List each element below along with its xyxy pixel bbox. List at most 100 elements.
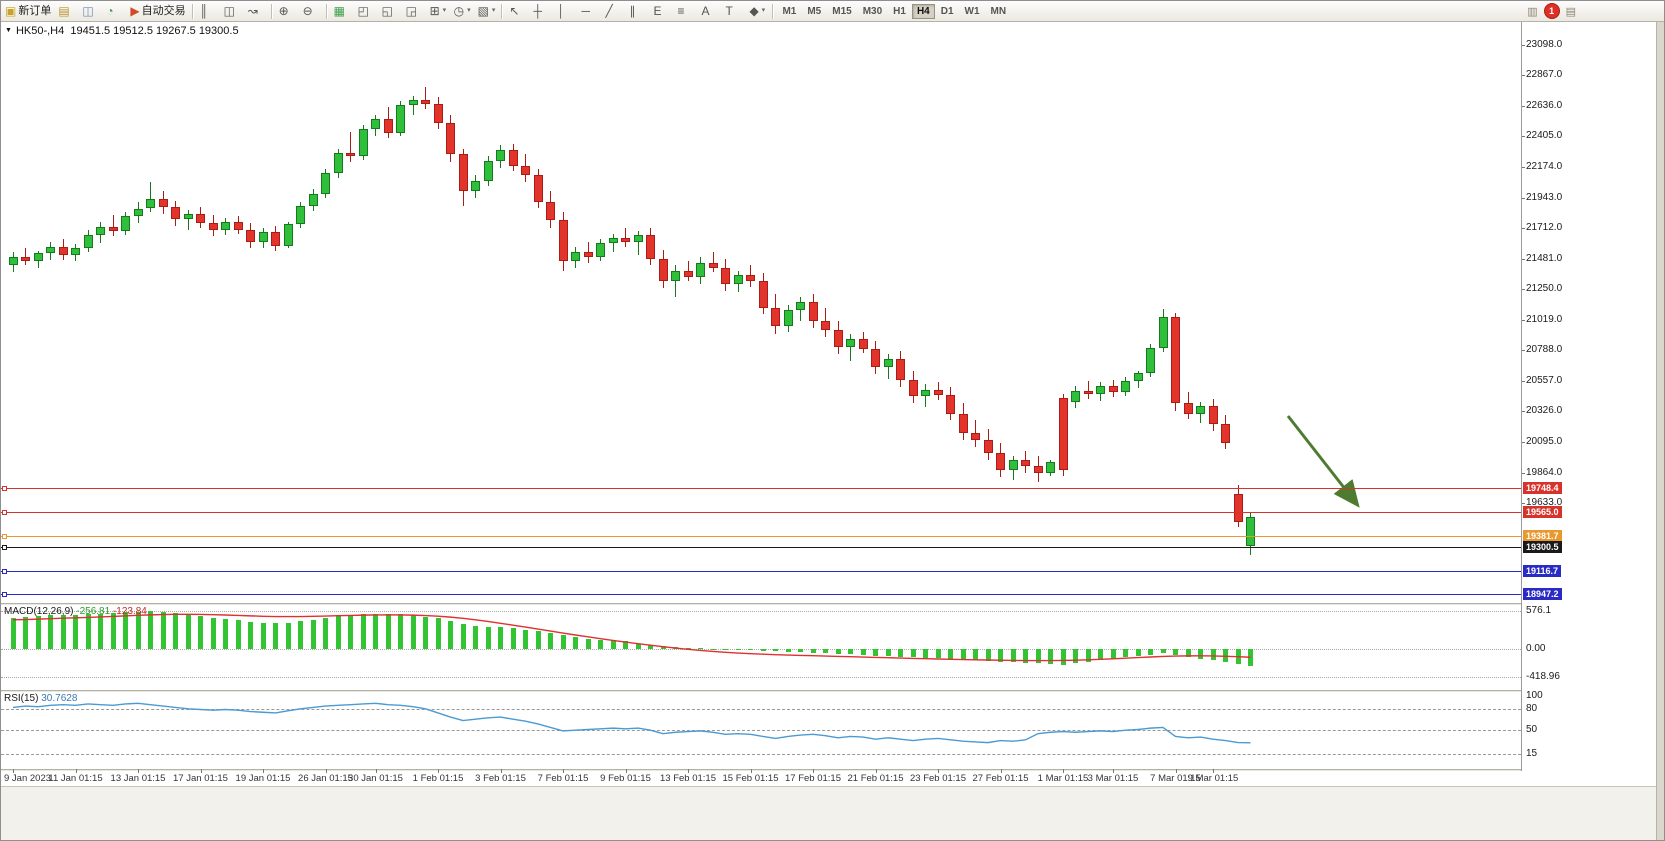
candle (771, 307, 780, 327)
panel-icon[interactable]: ▤ (1565, 5, 1576, 18)
channel-tool-button[interactable]: ∥ (626, 2, 649, 21)
line-handle[interactable] (2, 569, 7, 575)
candlestick-chart-mode-button[interactable]: ◫ (221, 2, 244, 21)
macd-axis-label: -418.96 (1526, 670, 1560, 682)
rsi-axis-label: 50 (1526, 723, 1538, 735)
timeframe-h4-button[interactable]: H4 (911, 3, 935, 19)
macd-bar (560, 635, 566, 649)
macd-bar (823, 649, 828, 654)
price-level-line[interactable] (1, 487, 1521, 489)
price-level-line[interactable] (1, 593, 1521, 595)
price-level-line[interactable] (1, 536, 1521, 538)
tile-windows-v-button[interactable]: ◲ (403, 2, 426, 21)
timeframe-m15-button[interactable]: M15 (832, 5, 852, 17)
macd-bar (448, 620, 453, 649)
shapes-tool-button[interactable]: ◆ ▾ (746, 2, 769, 21)
chart-dropdown-icon[interactable]: ▼ (5, 27, 12, 34)
timeframe-mn-button[interactable]: MN (990, 5, 1007, 17)
line-chart-mode-button[interactable]: ↝ (245, 2, 268, 21)
timeframe-d1-button[interactable]: D1 (940, 5, 954, 17)
line-handle[interactable] (2, 534, 7, 540)
candle (858, 339, 868, 349)
macd-bar (935, 649, 941, 659)
candle (1183, 402, 1193, 414)
arrow-annotation[interactable] (1, 22, 1521, 603)
macd-bar (260, 622, 266, 649)
crosshair-button[interactable]: ┼ (530, 2, 553, 21)
time-tick-mark (1113, 769, 1114, 773)
timeframe-h1-button[interactable]: H1 (893, 5, 906, 17)
candle (446, 122, 455, 155)
panel-divider-macd[interactable] (1, 603, 1569, 605)
rsi-panel[interactable]: RSI(15) 30.7628 (1, 692, 1521, 769)
price-axis[interactable]: 19748.4 19565.0 19381.7 19300.5 19116.7 18947… (1522, 22, 1569, 771)
macd-bar (398, 614, 403, 649)
new-order-label: 新订单 (18, 5, 52, 17)
timeframe-m30-button[interactable]: M30 (862, 5, 883, 17)
vertical-line-tool-button[interactable]: │ (554, 2, 577, 21)
templates-button[interactable]: ▧ ▾ (475, 2, 499, 21)
timeframe-m1-button[interactable]: M1 (782, 5, 797, 17)
candle (758, 281, 768, 308)
axis-tick-label: 22405.0 (1526, 130, 1563, 142)
rsi-level-line (1, 753, 1521, 755)
cascade-windows-button[interactable]: ◰ (355, 2, 378, 21)
macd-bar (48, 615, 53, 649)
indicators-button[interactable]: ⊞ ▾ (427, 2, 450, 21)
label-tool-button[interactable]: T (722, 2, 745, 21)
fibonacci-tool-button[interactable]: E (650, 2, 673, 21)
line-handle[interactable] (2, 591, 7, 597)
candle (1033, 466, 1043, 474)
periods-dropdown-icon[interactable]: ▾ (467, 7, 471, 14)
gann-tool-button[interactable]: ≡ (674, 2, 697, 21)
price-tag: 19116.7 (1523, 565, 1562, 578)
line-handle[interactable] (2, 545, 7, 551)
candle-wick (25, 248, 26, 266)
price-chart-panel[interactable]: ▼ HK50-,H4 19451.5 19512.5 19267.5 19300.… (1, 22, 1521, 603)
indicators-dropdown-icon[interactable]: ▾ (442, 7, 447, 14)
macd-bar (885, 649, 891, 657)
macd-bar (860, 649, 866, 655)
zoom-out-button[interactable]: ⊖ (300, 2, 323, 21)
candle (533, 175, 543, 202)
tile-windows-h-button[interactable]: ◱ (379, 2, 402, 21)
shapes-tool-dropdown-icon[interactable]: ▾ (761, 7, 766, 14)
candle (683, 270, 693, 278)
timeframe-w1-button[interactable]: W1 (964, 5, 980, 17)
text-tool-button[interactable]: A (698, 2, 721, 21)
trendline-tool-button[interactable]: ╱ (602, 2, 625, 21)
periods-button[interactable]: ◷ ▾ (451, 2, 474, 21)
macd-bar (135, 611, 141, 649)
price-level-line[interactable] (1, 512, 1521, 514)
panel-divider-dates (1, 769, 1569, 771)
price-level-line[interactable] (1, 571, 1521, 573)
time-axis[interactable]: 9 Jan 2023 11 Jan 01:15 13 Jan 01:15 17 Jan… (1, 769, 1569, 786)
auto-trading-button[interactable]: ▶ 自动交易 (127, 2, 188, 21)
axis-tick-mark (1522, 319, 1525, 321)
bar-chart-mode-button[interactable]: ║ (197, 2, 220, 21)
candle (633, 234, 643, 242)
axis-tick-label: 22867.0 (1526, 69, 1563, 81)
time-tick-mark (875, 769, 877, 773)
price-level-line[interactable] (1, 547, 1521, 549)
zoom-in-button[interactable]: ⊕ (276, 2, 299, 21)
strategy-tester-button[interactable]: ◔ (103, 2, 126, 21)
macd-bar (1073, 649, 1078, 664)
new-order-button[interactable]: ▣ 新订单 (2, 2, 54, 21)
time-axis-label: 17 Jan 01:15 (173, 773, 228, 784)
line-handle[interactable] (2, 510, 7, 516)
macd-panel[interactable]: MACD(12,26,9) -256.81 -123.84 (1, 605, 1521, 690)
templates-dropdown-icon[interactable]: ▾ (491, 7, 496, 14)
timeframe-m5-button[interactable]: M5 (807, 5, 822, 17)
navigator-button[interactable]: ◫ (79, 2, 102, 21)
grid-button[interactable]: ▦ (331, 2, 354, 21)
candle (171, 207, 180, 220)
line-handle[interactable] (2, 485, 7, 491)
cursor-button[interactable]: ↖ (506, 2, 529, 21)
notification-badge[interactable]: 1 (1543, 3, 1560, 19)
panel-divider-rsi[interactable] (1, 690, 1569, 692)
market-watch-button[interactable]: ▤ (55, 2, 78, 21)
horizontal-line-tool-button[interactable]: ─ (578, 2, 601, 21)
candle (433, 104, 443, 123)
docking-icon[interactable]: ▥ (1527, 5, 1538, 18)
